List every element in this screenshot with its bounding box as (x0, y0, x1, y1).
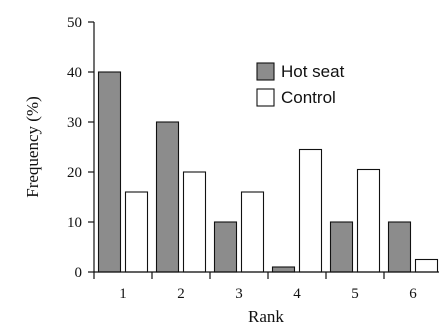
bar-control-rank-5 (356, 168, 381, 273)
legend-label-control: Control (281, 88, 336, 107)
y-tick-label: 40 (67, 65, 82, 81)
x-axis-title: Rank (248, 307, 284, 326)
bar-control-rank-6 (414, 258, 439, 273)
y-axis-title: Frequency (%) (23, 96, 42, 198)
x-tick-label: 1 (119, 286, 127, 302)
bar-hot-seat-rank-1 (97, 71, 122, 273)
x-tick-label: 4 (293, 286, 301, 302)
bar-hot-seat-rank-6 (387, 221, 412, 273)
bar-hot-seat-rank-2 (155, 121, 180, 273)
bar-hot-seat-rank-3 (213, 221, 238, 273)
legend-swatch-control (256, 88, 275, 107)
y-tick-label: 20 (67, 165, 82, 181)
x-tick-label: 6 (409, 286, 417, 302)
x-tick-label: 5 (351, 286, 359, 302)
axes-layer: 0 10 20 30 40 50 1 2 3 4 5 6 (67, 15, 439, 302)
y-tick-label: 0 (75, 265, 83, 281)
y-tick-label: 50 (67, 15, 82, 31)
bar-control-rank-3 (240, 191, 265, 273)
bar-hot-seat-rank-4 (271, 266, 296, 273)
bar-control-rank-2 (182, 171, 207, 273)
y-tick-label: 30 (67, 115, 82, 131)
y-tick-label: 10 (67, 215, 82, 231)
legend: Hot seat Control (256, 62, 345, 107)
bar-control-rank-4 (298, 148, 323, 273)
bar-control-rank-1 (124, 191, 149, 273)
bars-layer (97, 71, 439, 273)
legend-swatch-hot-seat (256, 62, 275, 81)
x-tick-label: 3 (235, 286, 243, 302)
bar-hot-seat-rank-5 (329, 221, 354, 273)
x-tick-label: 2 (177, 286, 185, 302)
legend-label-hot-seat: Hot seat (281, 62, 345, 81)
